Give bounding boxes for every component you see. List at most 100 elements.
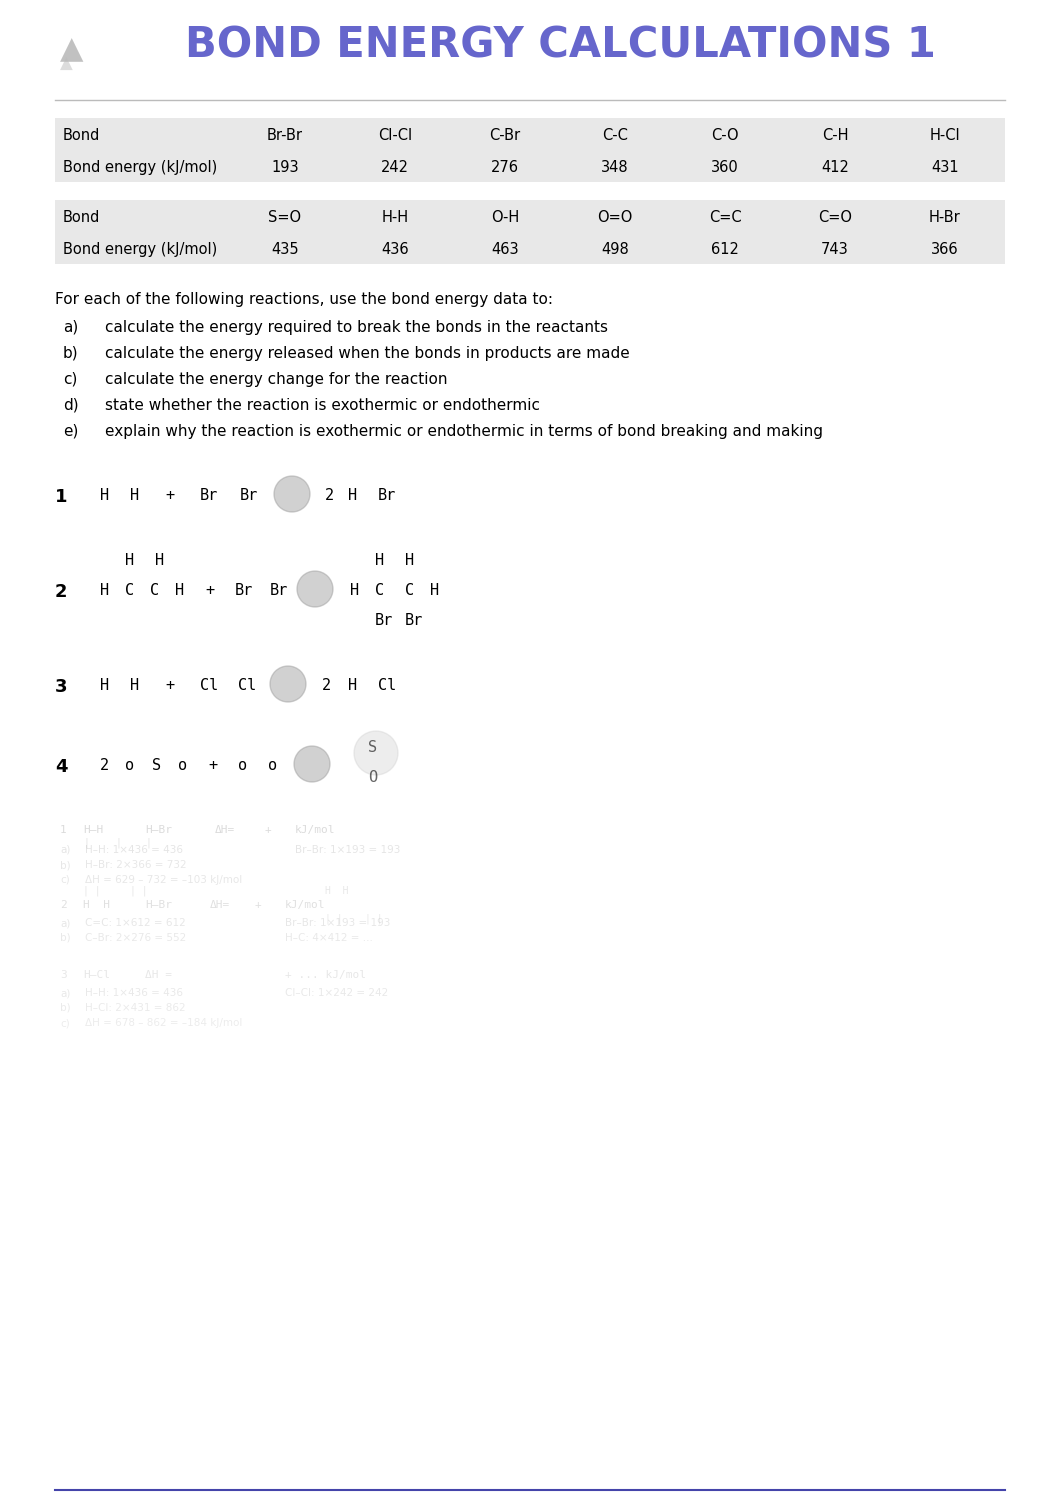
Text: H–Br: 2×366 = 732: H–Br: 2×366 = 732 <box>85 860 187 869</box>
Text: +: + <box>266 826 272 835</box>
Text: H: H <box>130 678 139 693</box>
Text: 498: 498 <box>601 242 629 257</box>
Text: Br: Br <box>235 584 253 599</box>
Text: Cl: Cl <box>200 678 219 693</box>
Text: 366: 366 <box>931 242 959 257</box>
Text: C-O: C-O <box>712 128 739 143</box>
Text: Cl: Cl <box>238 678 256 693</box>
Text: Cl-Cl: Cl-Cl <box>378 128 412 143</box>
Text: state whether the reaction is exothermic or endothermic: state whether the reaction is exothermic… <box>105 399 539 414</box>
Circle shape <box>270 666 306 702</box>
Text: 360: 360 <box>712 159 739 174</box>
Text: 2: 2 <box>322 678 331 693</box>
Text: H: H <box>348 487 357 502</box>
Text: Br: Br <box>405 614 424 629</box>
Text: 612: 612 <box>712 242 739 257</box>
Text: +: + <box>255 899 261 910</box>
Text: kJ/mol: kJ/mol <box>295 826 336 835</box>
Text: 2: 2 <box>100 758 109 773</box>
Text: 1: 1 <box>59 826 67 835</box>
Text: a): a) <box>59 988 70 999</box>
Text: H  H: H H <box>325 886 348 896</box>
Text: 242: 242 <box>381 159 409 174</box>
Text: H: H <box>130 487 139 502</box>
Text: ▲: ▲ <box>59 56 73 74</box>
Circle shape <box>294 746 330 782</box>
Text: C=C: C=C <box>708 211 741 226</box>
Text: 193: 193 <box>271 159 298 174</box>
Text: H: H <box>100 678 109 693</box>
Text: S: S <box>369 740 377 755</box>
Text: 2: 2 <box>59 899 67 910</box>
Text: ΔH=: ΔH= <box>210 899 230 910</box>
Text: 3: 3 <box>59 970 67 981</box>
Text: H–H: H–H <box>83 826 103 835</box>
Text: Bond: Bond <box>63 211 101 226</box>
Text: H-Br: H-Br <box>929 211 961 226</box>
Text: C: C <box>375 584 384 599</box>
Text: 436: 436 <box>381 242 409 257</box>
Text: C-C: C-C <box>602 128 628 143</box>
Text: ΔH=: ΔH= <box>215 826 236 835</box>
Text: 431: 431 <box>931 159 959 174</box>
Text: H–H: 1×436 = 436: H–H: 1×436 = 436 <box>85 845 183 854</box>
Text: C–Br: 2×276 = 552: C–Br: 2×276 = 552 <box>85 932 186 943</box>
Text: Bond energy (kJ/mol): Bond energy (kJ/mol) <box>63 242 218 257</box>
Text: Br–Br: 1×193 = 193: Br–Br: 1×193 = 193 <box>295 845 400 854</box>
Text: C=O: C=O <box>818 211 852 226</box>
Text: C-H: C-H <box>822 128 849 143</box>
Text: +: + <box>208 758 217 773</box>
Text: H: H <box>350 584 359 599</box>
Text: 2: 2 <box>325 487 335 502</box>
Text: S=O: S=O <box>269 211 302 226</box>
Text: H: H <box>348 678 357 693</box>
Circle shape <box>297 572 333 608</box>
Text: H: H <box>430 584 439 599</box>
Text: ΔH = 678 – 862 = –184 kJ/mol: ΔH = 678 – 862 = –184 kJ/mol <box>85 1018 242 1029</box>
Text: H–H: 1×436 = 436: H–H: 1×436 = 436 <box>85 988 183 999</box>
Bar <box>55 117 1005 182</box>
Text: ΔH =: ΔH = <box>145 970 172 981</box>
Text: c): c) <box>59 875 70 884</box>
Circle shape <box>274 475 310 511</box>
Text: Cl–Cl: 1×242 = 242: Cl–Cl: 1×242 = 242 <box>285 988 389 999</box>
Text: Bond: Bond <box>63 128 101 143</box>
Text: a): a) <box>59 845 70 854</box>
Text: ΔH = 629 – 732 = –103 kJ/mol: ΔH = 629 – 732 = –103 kJ/mol <box>85 875 242 884</box>
Text: kJ/mol: kJ/mol <box>285 899 325 910</box>
Text: Br: Br <box>378 487 396 502</box>
Text: Br-Br: Br-Br <box>267 128 303 143</box>
Text: C=C: 1×612 = 612: C=C: 1×612 = 612 <box>85 917 186 928</box>
Text: C: C <box>405 584 414 599</box>
Text: o: o <box>268 758 277 773</box>
Text: 4: 4 <box>55 758 68 776</box>
Text: O=O: O=O <box>597 211 633 226</box>
Text: b): b) <box>63 346 79 361</box>
Text: 3: 3 <box>55 678 68 696</box>
Text: Br: Br <box>270 584 288 599</box>
Text: o: o <box>178 758 187 773</box>
Text: H–Br: H–Br <box>145 899 172 910</box>
Text: ▲: ▲ <box>59 35 84 65</box>
Text: 1: 1 <box>55 487 68 505</box>
Text: | |: | | <box>130 886 148 896</box>
Text: d): d) <box>63 399 79 414</box>
Text: explain why the reaction is exothermic or endothermic in terms of bond breaking : explain why the reaction is exothermic o… <box>105 424 823 439</box>
Text: 2: 2 <box>55 584 68 602</box>
Text: O-H: O-H <box>491 211 519 226</box>
Text: + ... kJ/mol: + ... kJ/mol <box>285 970 366 981</box>
Text: Br–Br: 1×193 = 193: Br–Br: 1×193 = 193 <box>285 917 391 928</box>
Text: O: O <box>369 770 377 785</box>
Text: b): b) <box>59 1003 71 1014</box>
Text: a): a) <box>59 917 70 928</box>
Text: H  H: H H <box>83 899 110 910</box>
Text: o: o <box>238 758 247 773</box>
Text: H-Cl: H-Cl <box>929 128 960 143</box>
Text: H: H <box>175 584 184 599</box>
Text: calculate the energy released when the bonds in products are made: calculate the energy released when the b… <box>105 346 630 361</box>
Text: BOND ENERGY CALCULATIONS 1: BOND ENERGY CALCULATIONS 1 <box>185 26 936 68</box>
Text: C: C <box>150 584 159 599</box>
Text: Br: Br <box>375 614 393 629</box>
Text: C-Br: C-Br <box>490 128 520 143</box>
Text: b): b) <box>59 860 71 869</box>
